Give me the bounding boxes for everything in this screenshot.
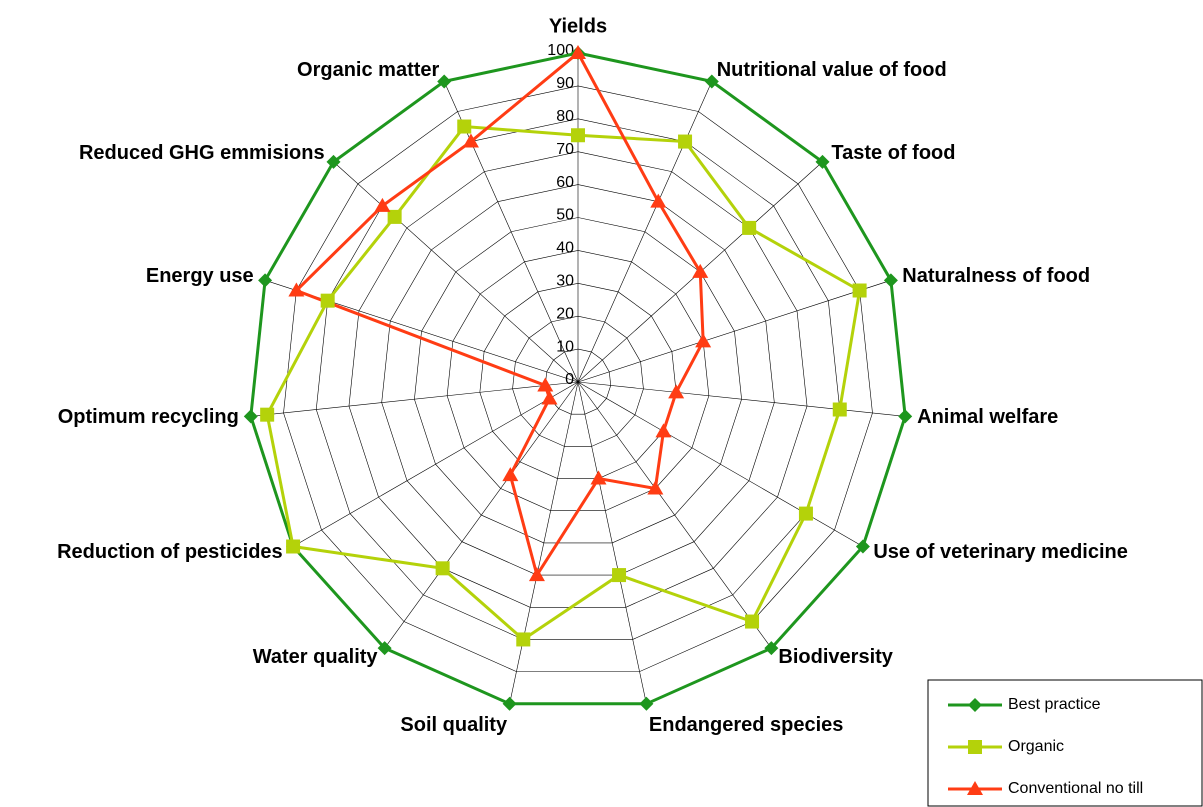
spoke [577, 381, 864, 547]
marker [764, 641, 779, 656]
category-label: Animal welfare [917, 406, 1058, 428]
grid-ring [512, 315, 644, 447]
tick-label: 90 [556, 75, 574, 92]
marker [528, 567, 545, 582]
marker [639, 696, 654, 711]
marker [898, 409, 913, 424]
marker [377, 641, 392, 656]
category-label: Soil quality [400, 714, 508, 736]
tick-label: 60 [556, 174, 574, 191]
marker [655, 423, 672, 438]
spoke [250, 381, 579, 417]
spoke [384, 381, 579, 649]
series-line [249, 51, 907, 706]
grid-ring [381, 184, 775, 576]
marker [387, 209, 402, 224]
spoke [509, 381, 579, 704]
category-label: Nutritional value of food [717, 59, 947, 81]
marker [516, 632, 531, 647]
marker [798, 506, 813, 521]
category-label: Use of veterinary medicine [873, 541, 1128, 563]
spoke [577, 381, 772, 649]
marker [745, 614, 760, 629]
spoke [577, 381, 906, 417]
tick-label: 10 [556, 338, 574, 355]
category-label: Yields [549, 15, 607, 37]
marker [647, 480, 664, 495]
marker [650, 193, 667, 208]
category-label: Reduced GHG emmisions [79, 142, 325, 164]
category-label: Biodiversity [778, 646, 893, 668]
marker [502, 467, 519, 482]
tick-label: 80 [556, 108, 574, 125]
marker [541, 390, 558, 405]
category-label: Taste of food [831, 142, 955, 164]
spoke [577, 381, 647, 704]
marker [855, 539, 870, 554]
marker [286, 539, 301, 554]
marker [437, 74, 452, 89]
spoke [333, 161, 579, 383]
spoke [577, 81, 713, 383]
grid-ring [315, 118, 841, 640]
marker [326, 154, 341, 169]
marker [502, 696, 517, 711]
marker [704, 74, 719, 89]
marker [968, 698, 982, 712]
category-label: Naturalness of food [902, 265, 1090, 287]
marker [883, 273, 898, 288]
tick-label: 50 [556, 207, 574, 224]
spoke [292, 381, 579, 547]
marker [742, 220, 757, 235]
tick-label: 40 [556, 240, 574, 257]
category-label: Endangered species [649, 714, 844, 736]
category-label: Optimum recycling [58, 406, 239, 428]
tick-label: 20 [556, 305, 574, 322]
tick-label: 30 [556, 273, 574, 290]
marker [258, 273, 273, 288]
marker [243, 409, 258, 424]
marker [457, 119, 472, 134]
marker [852, 283, 867, 298]
spoke [577, 280, 891, 383]
marker [590, 470, 607, 485]
marker [612, 568, 627, 583]
category-label: Reduction of pesticides [57, 541, 283, 563]
grid-ring [283, 85, 873, 672]
marker [537, 377, 554, 392]
grid-ring [544, 348, 612, 415]
marker [571, 128, 585, 143]
marker [815, 154, 830, 169]
marker [692, 263, 709, 278]
grid-ring [348, 151, 808, 608]
marker [968, 740, 982, 754]
marker [435, 561, 450, 576]
marker [260, 407, 275, 422]
series-line [265, 124, 862, 642]
grid-ring [479, 282, 677, 479]
marker [462, 133, 479, 148]
legend-label: Conventional no till [1008, 780, 1143, 797]
marker [832, 402, 847, 417]
tick-label: 0 [565, 371, 574, 388]
marker [570, 45, 586, 59]
marker [288, 282, 305, 297]
marker [320, 293, 335, 308]
marker [678, 134, 693, 149]
marker [967, 781, 983, 795]
category-label: Energy use [146, 265, 254, 287]
legend-label: Organic [1008, 738, 1064, 755]
marker [668, 384, 685, 399]
series-line [293, 50, 705, 579]
category-label: Organic matter [297, 59, 439, 81]
tick-label: 70 [556, 141, 574, 158]
marker [374, 197, 391, 212]
legend-label: Best practice [1008, 696, 1101, 713]
marker [695, 333, 712, 348]
category-label: Water quality [253, 646, 379, 668]
grid-ring [414, 217, 742, 544]
